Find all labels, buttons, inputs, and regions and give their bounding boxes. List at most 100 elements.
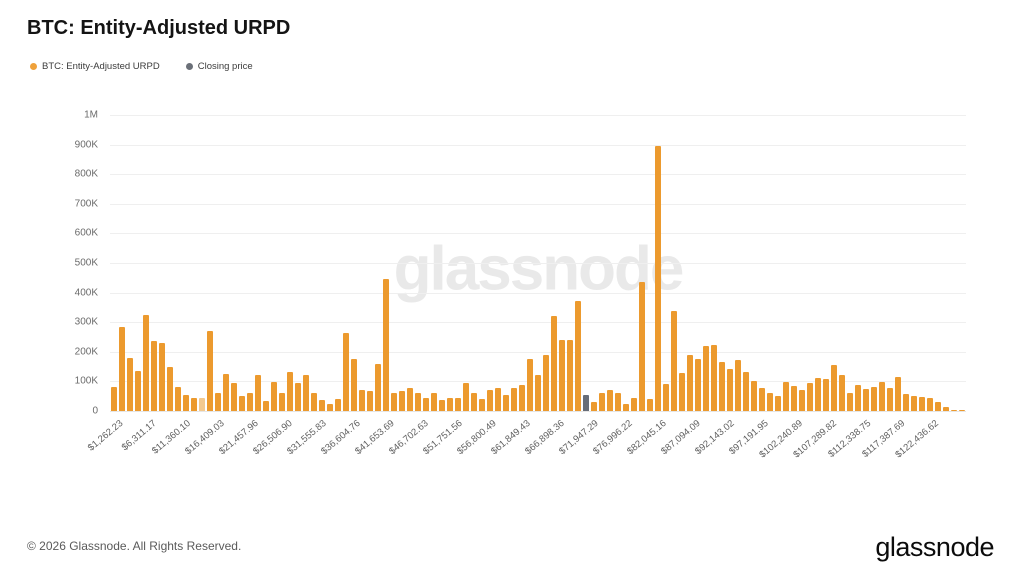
urpd-bar-68[interactable] [655,146,661,411]
urpd-bar-37[interactable] [407,387,413,411]
urpd-bar-35[interactable] [391,393,397,411]
urpd-bar-25[interactable] [311,392,317,411]
urpd-bar-55[interactable] [551,316,557,411]
urpd-bar-65[interactable] [631,397,637,411]
urpd-bar-48[interactable] [495,387,501,411]
urpd-bar-97[interactable] [887,387,893,411]
urpd-bar-4[interactable] [143,314,149,411]
urpd-bar-91[interactable] [839,375,845,411]
urpd-bar-10[interactable] [191,397,197,411]
urpd-bar-41[interactable] [439,400,445,411]
urpd-bar-43[interactable] [455,397,461,411]
urpd-bar-101[interactable] [919,396,925,411]
urpd-bar-96[interactable] [879,382,885,411]
urpd-bar-102[interactable] [927,397,933,411]
urpd-bar-58[interactable] [575,301,581,411]
urpd-bar-8[interactable] [175,386,181,411]
urpd-bar-89[interactable] [823,378,829,411]
urpd-bar-67[interactable] [647,398,653,411]
urpd-bar-98[interactable] [895,376,901,411]
urpd-bar-49[interactable] [503,394,509,411]
urpd-bar-99[interactable] [903,393,909,411]
urpd-bar-31[interactable] [359,390,365,411]
urpd-bar-54[interactable] [543,354,549,411]
urpd-bar-2[interactable] [127,357,133,411]
urpd-bar-105[interactable] [951,409,957,411]
urpd-bar-103[interactable] [935,402,941,411]
urpd-bar-90[interactable] [831,365,837,411]
urpd-bar-40[interactable] [431,393,437,411]
urpd-bar-94[interactable] [863,389,869,411]
urpd-bar-106[interactable] [959,410,965,411]
urpd-bar-47[interactable] [487,390,493,411]
urpd-bar-57[interactable] [567,339,573,411]
urpd-bar-69[interactable] [663,384,669,411]
urpd-bar-19[interactable] [263,400,269,411]
urpd-bar-13[interactable] [215,393,221,411]
urpd-bar-85[interactable] [791,385,797,411]
urpd-bar-16[interactable] [239,395,245,411]
urpd-bar-79[interactable] [743,371,749,411]
urpd-bar-29[interactable] [343,332,349,411]
urpd-bar-33[interactable] [375,363,381,411]
urpd-bar-15[interactable] [231,382,237,411]
urpd-bar-51[interactable] [519,385,525,411]
urpd-bar-1[interactable] [119,326,125,411]
urpd-bar-73[interactable] [695,359,701,411]
urpd-bar-12[interactable] [207,330,213,411]
urpd-bar-61[interactable] [599,393,605,411]
urpd-bar-56[interactable] [559,339,565,411]
urpd-bar-22[interactable] [287,371,293,411]
urpd-bar-88[interactable] [815,377,821,411]
urpd-bar-32[interactable] [367,391,373,411]
urpd-bar-42[interactable] [447,397,453,411]
urpd-bar-82[interactable] [767,393,773,411]
urpd-bar-100[interactable] [911,396,917,411]
urpd-bar-18[interactable] [255,375,261,411]
urpd-bar-66[interactable] [639,282,645,411]
urpd-bar-6[interactable] [159,342,165,411]
urpd-bar-20[interactable] [271,382,277,411]
urpd-bar-7[interactable] [167,366,173,411]
urpd-bar-60[interactable] [591,402,597,411]
urpd-bar-86[interactable] [799,390,805,411]
urpd-bar-92[interactable] [847,392,853,411]
urpd-bar-83[interactable] [775,395,781,411]
urpd-bar-30[interactable] [351,359,357,411]
urpd-bar-46[interactable] [479,398,485,411]
urpd-bar-28[interactable] [335,398,341,411]
urpd-bar-76[interactable] [719,361,725,411]
urpd-bar-64[interactable] [623,403,629,411]
urpd-bar-87[interactable] [807,382,813,411]
legend-item-urpd[interactable]: BTC: Entity-Adjusted URPD [30,61,160,72]
urpd-bar-17[interactable] [247,393,253,411]
urpd-bar-34[interactable] [383,279,389,411]
urpd-bar-26[interactable] [319,399,325,411]
urpd-bar-62[interactable] [607,389,613,411]
urpd-bar-36[interactable] [399,391,405,411]
closing-price-bar[interactable] [583,394,589,411]
urpd-bar-81[interactable] [759,387,765,411]
urpd-bar-77[interactable] [727,368,733,411]
urpd-bar-80[interactable] [751,381,757,411]
urpd-bar-84[interactable] [783,382,789,411]
urpd-bar-72[interactable] [687,354,693,411]
urpd-bar-74[interactable] [703,346,709,411]
urpd-bar-38[interactable] [415,393,421,411]
urpd-bar-95[interactable] [871,386,877,411]
urpd-bar-45[interactable] [471,393,477,411]
urpd-bar-0[interactable] [111,387,117,411]
urpd-bar-23[interactable] [295,382,301,411]
urpd-bar-50[interactable] [511,387,517,411]
urpd-bar-71[interactable] [679,372,685,411]
urpd-bar-78[interactable] [735,360,741,411]
urpd-bar-9[interactable] [183,394,189,411]
urpd-bar-53[interactable] [535,375,541,411]
urpd-bar-52[interactable] [527,359,533,411]
urpd-bar-5[interactable] [151,341,157,411]
urpd-bar-63[interactable] [615,393,621,411]
urpd-bar-21[interactable] [279,393,285,411]
urpd-bar-24[interactable] [303,375,309,411]
urpd-bar-11[interactable] [199,397,205,411]
urpd-bar-93[interactable] [855,384,861,411]
